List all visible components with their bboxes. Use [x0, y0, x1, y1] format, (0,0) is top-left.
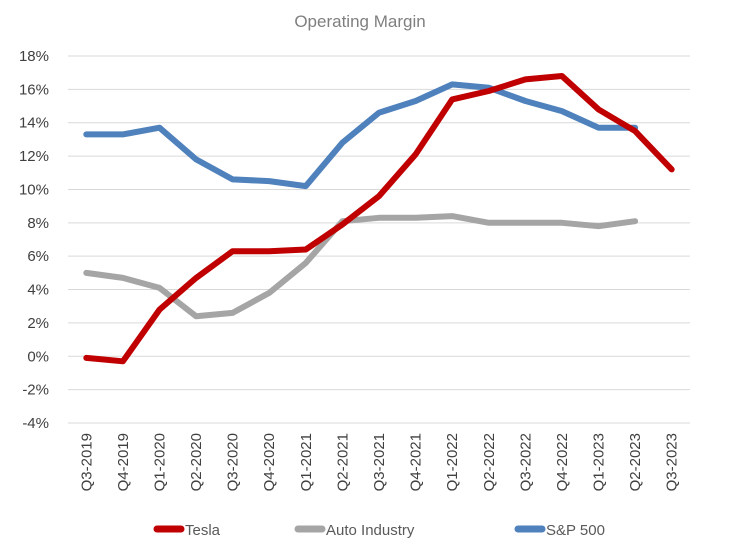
chart-title: Operating Margin — [294, 12, 425, 31]
gridlines — [68, 55, 690, 424]
x-tick-label: Q1-2020 — [151, 433, 168, 491]
y-tick-label: -4% — [22, 415, 49, 432]
x-tick-label: Q3-2021 — [371, 433, 388, 491]
legend-label: Auto Industry — [326, 522, 415, 539]
x-tick-label: Q4-2019 — [115, 433, 132, 491]
y-tick-label: 14% — [19, 115, 49, 132]
x-tick-label: Q4-2021 — [408, 433, 425, 491]
y-tick-label: -2% — [22, 382, 49, 399]
y-tick-label: 10% — [19, 181, 49, 198]
y-tick-label: 8% — [27, 215, 49, 232]
series-line-auto-industry — [83, 213, 639, 320]
legend: Tesla Auto Industry S&P 500 — [153, 522, 605, 539]
x-tick-label: Q3-2023 — [664, 433, 681, 491]
x-tick-label: Q2-2022 — [481, 433, 498, 491]
x-axis-ticks: Q3-2019 Q4-2019 Q1-2020 Q2-2020 Q3-2020 Q4-20… — [78, 433, 680, 491]
x-tick-label: Q4-2022 — [554, 433, 571, 491]
x-tick-label: Q2-2021 — [334, 433, 351, 491]
x-tick-label: Q1-2022 — [444, 433, 461, 491]
x-tick-label: Q3-2019 — [78, 433, 95, 491]
series-line-tesla — [83, 73, 675, 365]
y-tick-label: 2% — [27, 315, 49, 332]
x-tick-label: Q1-2023 — [591, 433, 608, 491]
x-tick-label: Q2-2020 — [188, 433, 205, 491]
x-tick-label: Q4-2020 — [261, 433, 278, 491]
y-tick-label: 6% — [27, 248, 49, 265]
y-tick-label: 16% — [19, 81, 49, 98]
legend-label: S&P 500 — [546, 522, 605, 539]
y-tick-label: 12% — [19, 148, 49, 165]
x-tick-label: Q2-2023 — [627, 433, 644, 491]
x-tick-label: Q1-2021 — [298, 433, 315, 491]
y-tick-label: 4% — [27, 282, 49, 299]
x-tick-label: Q3-2022 — [517, 433, 534, 491]
series-lines — [83, 73, 675, 365]
y-axis-ticks: 18% 16% 14% 12% 10% 8% 6% 4% 2% 0% -2% -4% — [19, 48, 49, 432]
x-tick-label: Q3-2020 — [225, 433, 242, 491]
series-line-s-p-500 — [83, 81, 639, 190]
y-tick-label: 18% — [19, 48, 49, 65]
legend-label: Tesla — [185, 522, 221, 539]
y-tick-label: 0% — [27, 348, 49, 365]
